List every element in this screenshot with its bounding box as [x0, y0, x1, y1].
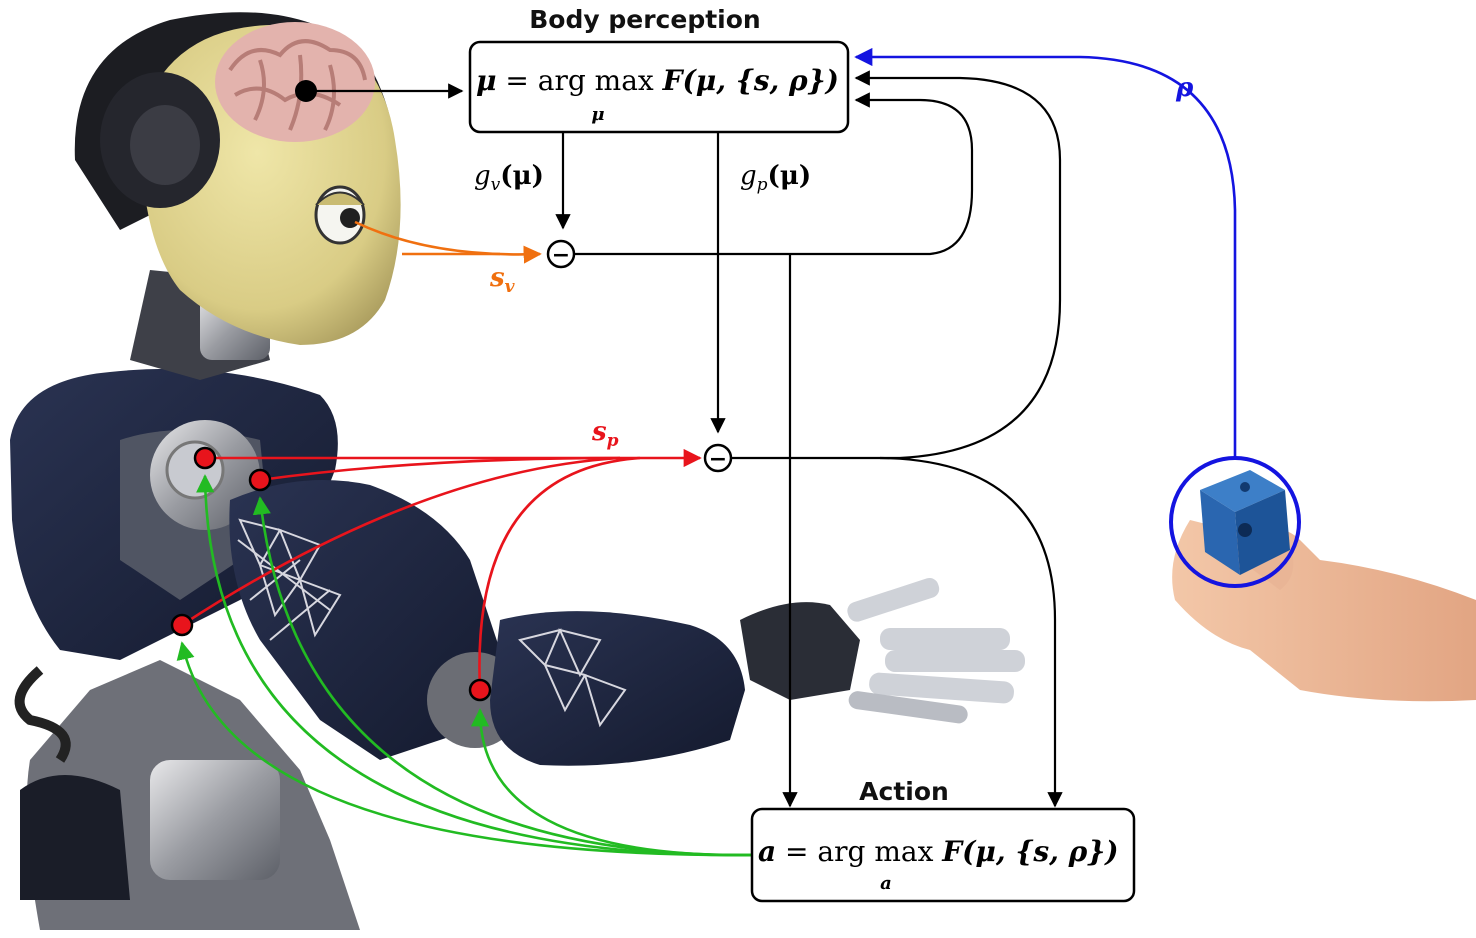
sensor-shoulder-2	[250, 470, 270, 490]
robot-hand	[740, 576, 1025, 725]
robot-shoulder-cap	[167, 442, 223, 498]
sensor-elbow	[470, 680, 490, 700]
label-sp-sub: p	[607, 431, 619, 451]
sensor-upper-arm	[172, 615, 192, 635]
body-perception-op: = arg max	[497, 64, 663, 97]
label-gp: gp(μ)	[740, 161, 811, 195]
body-perception-formula: μ = arg max F(μ, {s, ρ})	[476, 64, 839, 97]
brain-icon	[215, 22, 375, 142]
action-under: a	[880, 873, 892, 894]
action-title: Action	[859, 777, 949, 806]
label-sv-sub: v	[505, 277, 516, 297]
action-op: = arg max	[776, 835, 942, 868]
action-formula: a = arg max F(μ, {s, ρ})	[758, 835, 1119, 868]
label-sp: sp	[591, 417, 619, 451]
robot-pupil	[340, 208, 360, 228]
arrow-proprio-error-feedback	[732, 78, 1060, 458]
robot-hip-cover	[20, 775, 130, 900]
label-gv-sub: v	[491, 175, 501, 195]
sensor-shoulder-1	[195, 448, 215, 468]
robot-forearm	[490, 611, 745, 766]
label-gv-arg: (μ)	[500, 161, 544, 191]
action-rhs: F(μ, {s, ρ})	[941, 835, 1118, 868]
body-perception-title: Body perception	[529, 5, 760, 34]
brain-dot	[295, 80, 317, 102]
label-gv: gv(μ)	[474, 161, 544, 195]
arrow-rho	[856, 57, 1235, 458]
comparator-visual-sign: −	[552, 243, 570, 268]
comparator-proprio: −	[705, 445, 731, 472]
action-block: Action a = arg max F(μ, {s, ρ}) a	[752, 777, 1134, 901]
label-gp-main: g	[740, 161, 757, 191]
label-gp-arg: (μ)	[768, 161, 812, 191]
robot-ear-inner	[130, 105, 200, 185]
comparator-visual: −	[548, 241, 574, 268]
body-perception-lhs: μ	[476, 64, 497, 97]
label-sv: sv	[489, 263, 516, 297]
action-lhs: a	[758, 835, 776, 868]
body-perception-block: Body perception μ = arg max F(μ, {s, ρ})…	[470, 5, 848, 132]
body-perception-under: μ	[591, 104, 604, 125]
label-sp-main: s	[591, 417, 607, 447]
label-sv-main: s	[489, 263, 505, 293]
label-gv-main: g	[474, 161, 491, 191]
label-gp-sub: p	[757, 175, 768, 195]
comparator-proprio-sign: −	[709, 447, 727, 472]
robot-base-joint	[150, 760, 280, 880]
label-rho: ρ	[1175, 73, 1194, 103]
body-perception-rhs: F(μ, {s, ρ})	[662, 64, 839, 97]
